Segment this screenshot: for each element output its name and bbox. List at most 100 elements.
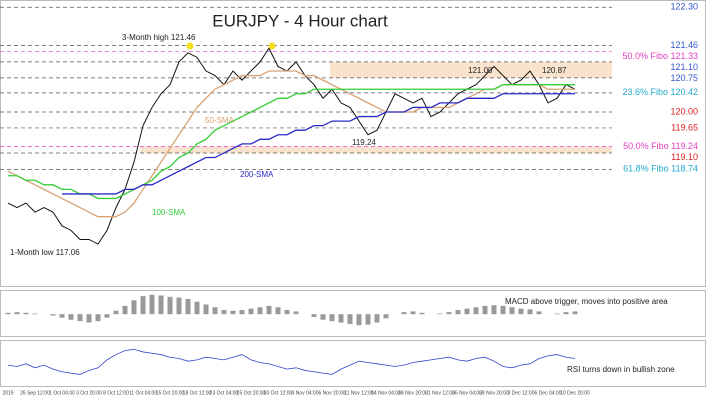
bar [203, 304, 209, 315]
zone [330, 61, 612, 78]
level-label: 23.6% Fibo 120.42 [622, 87, 698, 97]
x-tick-label: 6 Dec 04:00 [535, 390, 562, 396]
line [7, 47, 576, 245]
x-tick-label: 28 Nov 20:00 [479, 390, 509, 396]
x-tick-label: 1 Oct 04:00 [49, 390, 75, 396]
level-label: 119.65 [671, 122, 698, 132]
bar [23, 312, 29, 315]
bar [77, 314, 83, 322]
bar [563, 312, 569, 315]
bar [140, 296, 146, 315]
bar [437, 313, 443, 315]
x-tick-label: 6 Nov 20:00 [319, 390, 346, 396]
bar [293, 311, 299, 315]
x-tick-label: 2019 [2, 390, 13, 396]
bar [284, 310, 290, 315]
macd-panel [0, 290, 706, 337]
bar [59, 314, 65, 318]
bar [113, 310, 119, 315]
annotation: 3-Month high 121.46 [122, 33, 196, 42]
bar [401, 312, 407, 315]
x-tick-label: 15 Oct 20:00 [156, 390, 185, 396]
bar [419, 312, 425, 315]
bar [185, 298, 191, 315]
level-label: 121.10 [670, 62, 698, 72]
x-tick-label: 30 Oct 12:00 [264, 390, 293, 396]
bar [410, 311, 416, 315]
bar [158, 295, 164, 315]
bar [572, 311, 578, 315]
bar [194, 301, 200, 315]
bar [131, 300, 137, 315]
bar [356, 314, 362, 326]
bar [239, 310, 245, 315]
high-marker [268, 42, 276, 50]
series-label: 50-SMA [205, 116, 235, 125]
bar [536, 311, 542, 315]
bar [464, 308, 470, 315]
x-tick-label: 14 Nov 04:00 [371, 390, 401, 396]
bar [212, 307, 218, 315]
bar [32, 313, 38, 315]
bar [14, 312, 20, 315]
bar [374, 314, 380, 323]
bar [221, 310, 227, 315]
bar [329, 314, 335, 322]
bar [266, 305, 272, 315]
annotation: MACD above trigger, moves into positive … [505, 297, 668, 306]
series-label: 100-SMA [152, 208, 186, 217]
zone [140, 146, 612, 153]
bar [257, 307, 263, 315]
level-label: 50.0% Fibo 121.33 [622, 51, 698, 61]
bar [473, 307, 479, 315]
bar [383, 314, 389, 319]
bar [86, 314, 92, 323]
x-tick-label: 3 Oct 20:00 [76, 390, 102, 396]
line [7, 70, 575, 218]
x-tick-label: 18 Nov 20:00 [398, 390, 428, 396]
annotation: 121.00 [468, 66, 493, 75]
x-tick-label: 23 Oct 04:00 [210, 390, 239, 396]
x-tick-label: 8 Oct 12:00 [103, 390, 129, 396]
x-tick-label: 4 Nov 04:00 [292, 390, 319, 396]
x-tick-label: 11 Nov 12:00 [344, 390, 374, 396]
bar [527, 309, 533, 315]
bar [554, 313, 560, 315]
bar [95, 314, 101, 322]
line [62, 93, 575, 195]
x-tick-label: 26 Nov 04:00 [452, 390, 482, 396]
bar [491, 305, 497, 315]
bar [509, 307, 515, 315]
level-label: 120.00 [670, 106, 698, 116]
bar [122, 305, 128, 315]
bar [320, 314, 326, 320]
series-label: 200-SMA [240, 170, 274, 179]
bar [176, 297, 182, 315]
bar [500, 305, 506, 315]
bar [248, 308, 254, 315]
bar [455, 310, 461, 315]
price-panel [0, 0, 706, 287]
level-label: 122.30 [670, 2, 698, 12]
bar [446, 312, 452, 315]
bar [311, 314, 317, 317]
x-tick-label: 21 Nov 12:00 [425, 390, 455, 396]
bar [365, 314, 371, 325]
bar [230, 310, 236, 315]
x-tick-label: 11 Oct 04:00 [129, 390, 157, 396]
bar [275, 307, 281, 315]
x-tick-label: 18 Oct 12:00 [183, 390, 212, 396]
level-label: 119.10 [671, 152, 698, 162]
bar [50, 314, 56, 316]
x-tick-label: 3 Dec 12:00 [508, 390, 535, 396]
bar [338, 314, 344, 323]
level-label: 121.46 [670, 40, 698, 50]
level-label: 120.75 [670, 73, 698, 83]
rsi-panel [0, 340, 706, 387]
chart-title: EURJPY - 4 Hour chart [212, 11, 388, 30]
annotation: 119.24 [352, 138, 376, 147]
annotation: 120.87 [542, 66, 567, 75]
bar [518, 308, 524, 315]
